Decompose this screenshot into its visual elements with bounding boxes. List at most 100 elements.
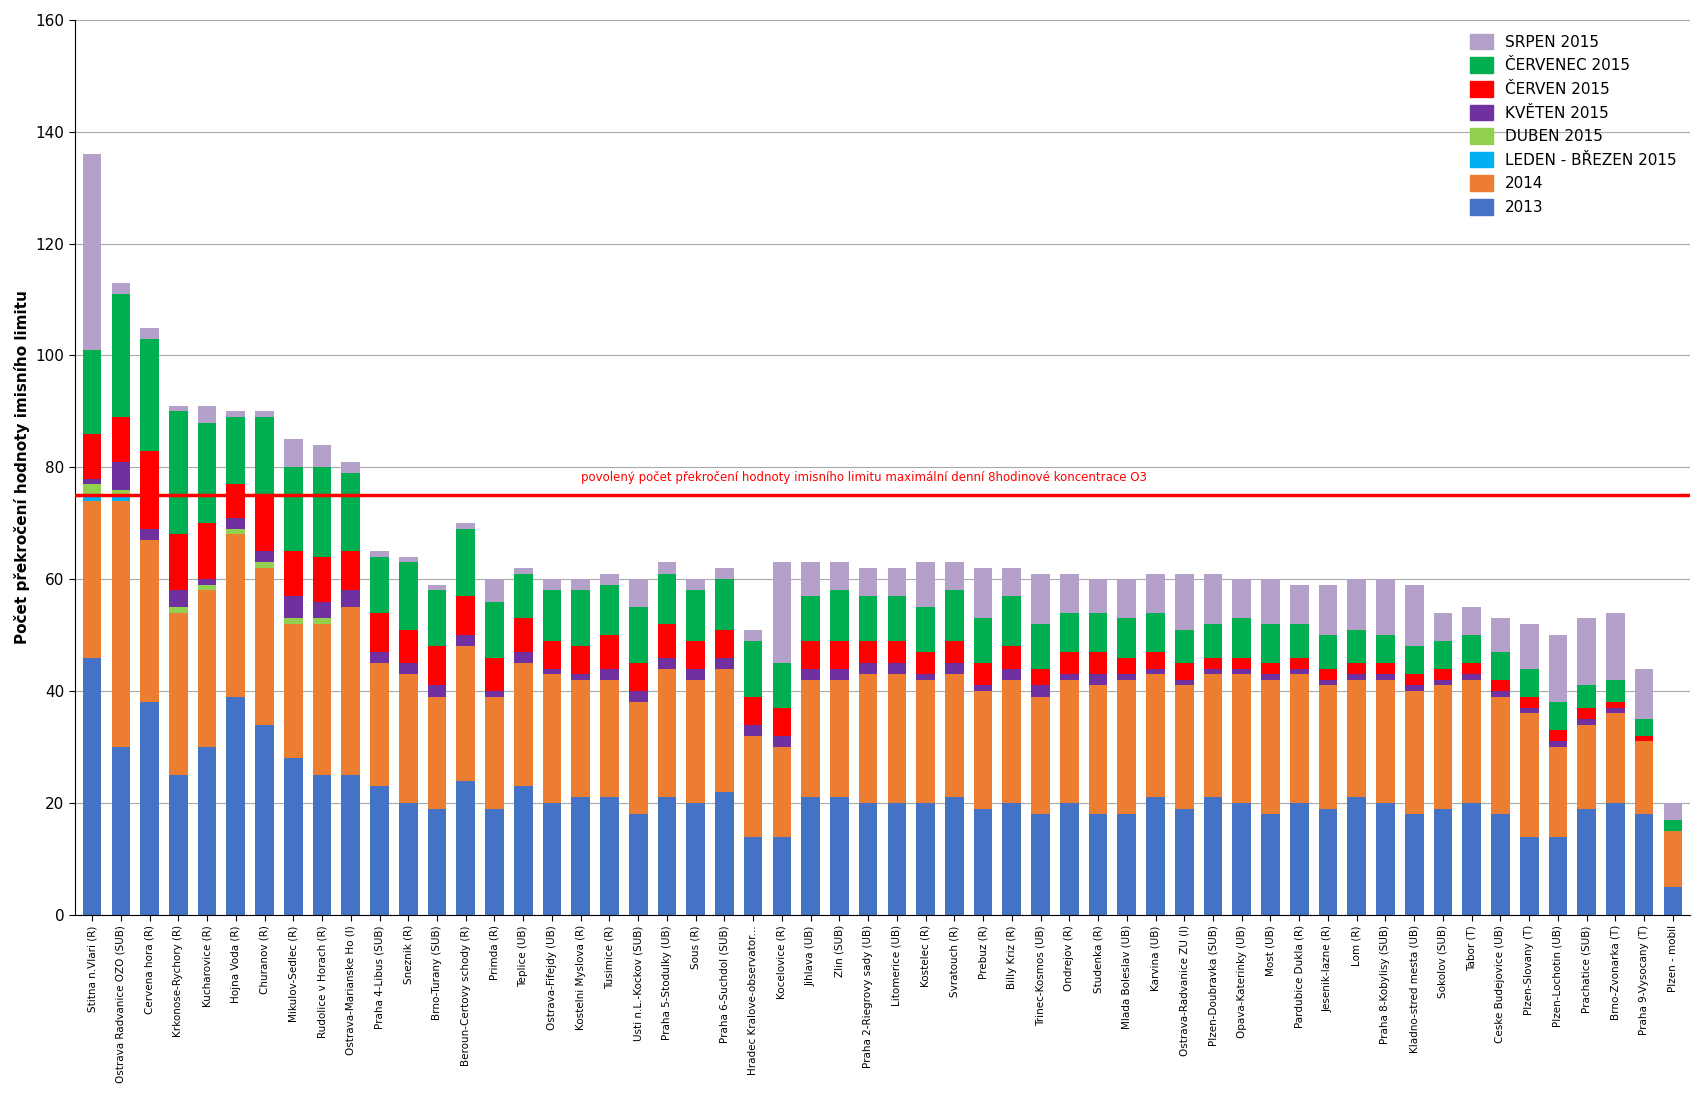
Bar: [917, 652, 935, 675]
Bar: [772, 708, 791, 736]
Bar: [658, 669, 676, 798]
Bar: [1634, 742, 1653, 814]
Bar: [111, 294, 130, 417]
Bar: [946, 563, 964, 590]
Bar: [1031, 574, 1050, 624]
Bar: [859, 803, 878, 915]
Bar: [256, 563, 274, 568]
Bar: [859, 675, 878, 803]
Bar: [486, 601, 504, 657]
Bar: [801, 680, 820, 798]
Bar: [1491, 697, 1510, 814]
Bar: [542, 675, 561, 803]
Bar: [888, 663, 907, 675]
Bar: [457, 635, 475, 646]
Bar: [1578, 708, 1597, 719]
Bar: [83, 478, 102, 484]
Legend: SRPEN 2015, ČERVENEC 2015, ČERVEN 2015, KVĚTEN 2015, DUBEN 2015, LEDEN - BŘEZEN : SRPEN 2015, ČERVENEC 2015, ČERVEN 2015, …: [1464, 27, 1682, 222]
Bar: [83, 484, 102, 496]
Bar: [1319, 585, 1338, 635]
Bar: [801, 596, 820, 641]
Bar: [1089, 686, 1108, 814]
Bar: [745, 736, 762, 837]
Bar: [515, 619, 533, 652]
Text: povolený počet překročení hodnoty imisního limitu maximální denní 8hodinové konc: povolený počet překročení hodnoty imisní…: [581, 471, 1147, 484]
Bar: [658, 657, 676, 669]
Bar: [859, 596, 878, 641]
Bar: [1118, 657, 1137, 675]
Bar: [687, 590, 705, 641]
Bar: [169, 590, 187, 607]
Bar: [486, 697, 504, 808]
Bar: [1002, 646, 1021, 669]
Bar: [973, 568, 992, 619]
Bar: [169, 411, 187, 534]
Bar: [1060, 574, 1079, 613]
Bar: [1176, 686, 1193, 808]
Bar: [399, 675, 417, 803]
Bar: [1663, 886, 1682, 915]
Bar: [140, 702, 158, 915]
Bar: [1203, 675, 1222, 798]
Bar: [515, 568, 533, 574]
Bar: [542, 669, 561, 675]
Bar: [888, 596, 907, 641]
Bar: [600, 585, 619, 635]
Bar: [1203, 669, 1222, 675]
Bar: [542, 579, 561, 590]
Bar: [1404, 686, 1423, 691]
Bar: [1118, 579, 1137, 619]
Bar: [1663, 803, 1682, 819]
Bar: [198, 579, 216, 585]
Bar: [973, 686, 992, 691]
Bar: [600, 669, 619, 680]
Bar: [256, 568, 274, 725]
Bar: [917, 680, 935, 803]
Bar: [571, 646, 590, 675]
Bar: [946, 663, 964, 675]
Bar: [1290, 657, 1309, 669]
Bar: [169, 534, 187, 590]
Bar: [1663, 819, 1682, 830]
Bar: [198, 523, 216, 579]
Bar: [1663, 830, 1682, 886]
Bar: [917, 675, 935, 680]
Bar: [1462, 635, 1481, 663]
Bar: [1319, 680, 1338, 686]
Bar: [486, 657, 504, 691]
Bar: [542, 803, 561, 915]
Bar: [314, 557, 331, 601]
Bar: [1433, 613, 1452, 641]
Bar: [1031, 624, 1050, 669]
Bar: [457, 529, 475, 596]
Bar: [370, 552, 389, 557]
Bar: [1634, 814, 1653, 915]
Bar: [1404, 814, 1423, 915]
Bar: [1520, 697, 1539, 708]
Bar: [285, 596, 303, 619]
Bar: [1433, 680, 1452, 686]
Bar: [1118, 680, 1137, 814]
Bar: [341, 462, 360, 473]
Bar: [341, 590, 360, 607]
Bar: [285, 619, 303, 624]
Bar: [198, 590, 216, 747]
Bar: [285, 440, 303, 467]
Bar: [140, 328, 158, 339]
Bar: [428, 646, 446, 686]
Bar: [1491, 652, 1510, 680]
Bar: [111, 489, 130, 496]
Bar: [1232, 669, 1251, 675]
Bar: [1290, 585, 1309, 624]
Bar: [341, 607, 360, 774]
Bar: [341, 473, 360, 552]
Bar: [801, 798, 820, 915]
Bar: [1377, 663, 1396, 675]
Bar: [457, 596, 475, 635]
Bar: [314, 774, 331, 915]
Bar: [1319, 808, 1338, 915]
Bar: [256, 411, 274, 417]
Bar: [629, 814, 648, 915]
Bar: [1377, 579, 1396, 635]
Bar: [542, 641, 561, 669]
